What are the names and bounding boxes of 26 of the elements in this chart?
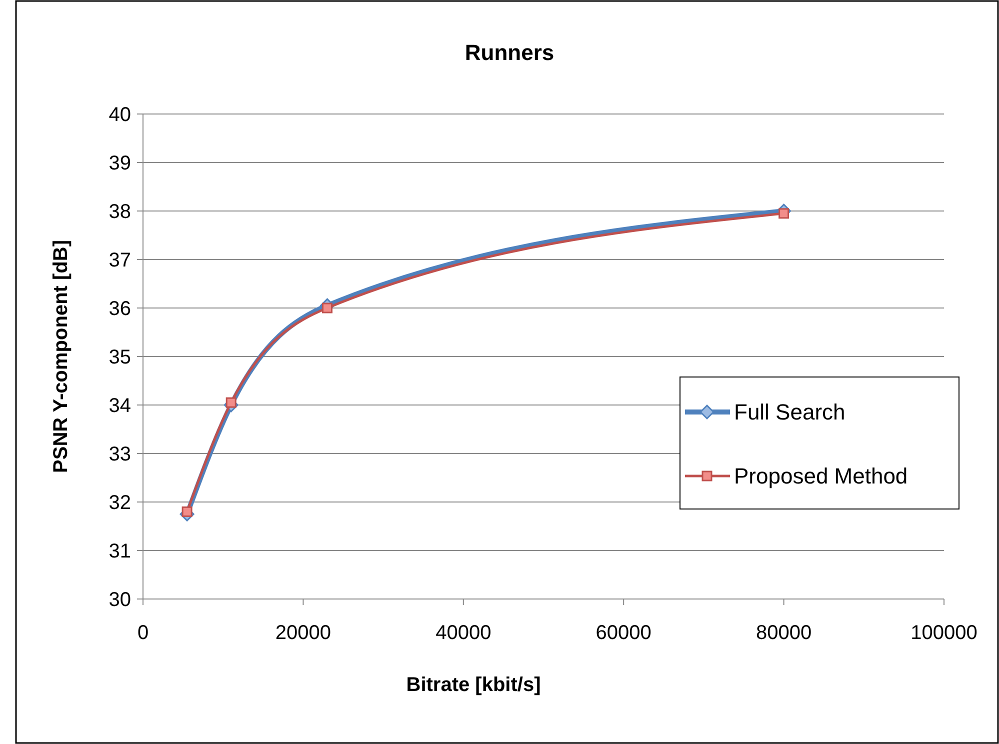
x-tick-label: 60000 (596, 622, 652, 644)
y-tick-label: 31 (108, 540, 131, 562)
x-tick-label: 80000 (756, 622, 812, 644)
y-tick-label: 30 (108, 589, 131, 611)
legend-label: Full Search (734, 400, 846, 425)
y-tick-label: 34 (108, 395, 131, 417)
y-tick-label: 32 (108, 492, 131, 514)
point (182, 506, 192, 517)
chart-title: Runners (464, 40, 554, 65)
y-tick-label: 39 (108, 152, 131, 174)
point (322, 302, 332, 314)
x-tick-label: 40000 (436, 622, 492, 644)
y-tick-label: 36 (108, 298, 131, 320)
y-tick-label: 37 (108, 250, 131, 272)
y-axis-title: PSNR Y-component [dB] (50, 240, 72, 473)
x-tick-label: 0 (137, 622, 149, 644)
y-tick-label: 40 (108, 104, 131, 126)
x-axis-title: Bitrate [kbit/s] (406, 674, 541, 696)
y-tick-label: 38 (108, 201, 131, 223)
y-tick-label: 33 (108, 444, 131, 466)
y-tick-label: 35 (108, 346, 131, 368)
legend-label: Proposed Method (734, 464, 908, 489)
point (226, 397, 236, 408)
x-tick-label: 100000 (910, 622, 978, 644)
point (778, 208, 790, 219)
x-tick-label: 20000 (275, 622, 332, 644)
